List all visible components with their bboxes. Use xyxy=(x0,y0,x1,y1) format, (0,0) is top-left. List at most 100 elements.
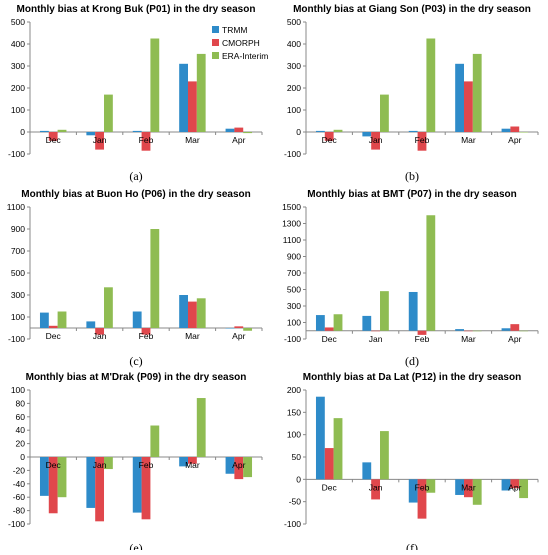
bar-cmorph-feb xyxy=(417,132,427,151)
y-tick-label: 500 xyxy=(11,17,25,27)
bar-trmm-mar xyxy=(179,295,188,328)
y-tick-label: 1100 xyxy=(7,202,26,212)
bar-trmm-apr xyxy=(501,328,511,331)
x-tick-label: Dec xyxy=(46,460,62,470)
legend-label: TRMM xyxy=(222,25,248,35)
y-tick-label: -100 xyxy=(284,334,301,344)
bar-trmm-jan xyxy=(362,132,372,137)
x-tick-label: Feb xyxy=(139,135,154,145)
legend-swatch-cmorph xyxy=(212,39,219,46)
bar-trmm-dec xyxy=(39,130,49,132)
y-tick-label: 1100 xyxy=(283,235,302,245)
bar-era-interim-feb xyxy=(150,425,160,457)
x-tick-label: Apr xyxy=(232,135,245,145)
bar-trmm-mar xyxy=(179,457,188,467)
y-tick-label: 100 xyxy=(287,105,301,115)
chart-title: Monthly bias at Buon Ho (P06) in the dry… xyxy=(21,189,250,200)
y-tick-label: 200 xyxy=(287,83,301,93)
bar-cmorph-jan xyxy=(371,479,381,500)
x-tick-label: Apr xyxy=(232,460,245,470)
y-tick-label: 100 xyxy=(287,318,301,328)
bar-trmm-jan xyxy=(86,321,96,328)
x-tick-label: Mar xyxy=(185,135,200,145)
bar-trmm-feb xyxy=(132,130,142,132)
bar-era-interim-dec xyxy=(57,129,67,132)
bar-trmm-apr xyxy=(501,479,511,491)
y-tick-label: -40 xyxy=(13,479,26,489)
x-tick-label: Feb xyxy=(415,482,430,492)
bar-era-interim-mar xyxy=(472,330,482,332)
y-tick-label: -60 xyxy=(13,492,26,502)
chart-caption: (f) xyxy=(406,541,418,550)
chart-title: Monthly bias at BMT (P07) in the dry sea… xyxy=(307,189,516,200)
x-tick-label: Feb xyxy=(139,331,154,341)
bar-trmm-feb xyxy=(132,311,142,328)
x-tick-label: Mar xyxy=(185,460,200,470)
chart-panel-3: Monthly bias at Buon Ho (P06) in the dry… xyxy=(7,189,263,368)
bar-era-interim-apr xyxy=(243,457,253,478)
bar-era-interim-apr xyxy=(519,479,529,499)
x-tick-label: Jan xyxy=(369,482,383,492)
bar-trmm-dec xyxy=(315,396,325,480)
x-tick-label: Dec xyxy=(46,135,62,145)
bar-era-interim-dec xyxy=(333,129,343,132)
chart-caption: (c) xyxy=(129,354,142,368)
bar-trmm-jan xyxy=(362,462,372,480)
bar-era-interim-jan xyxy=(104,94,113,132)
chart-panel-4: Monthly bias at BMT (P07) in the dry sea… xyxy=(282,189,539,368)
bar-cmorph-dec xyxy=(48,325,58,328)
bar-era-interim-apr xyxy=(519,330,529,332)
bar-trmm-mar xyxy=(455,63,464,132)
x-tick-label: Feb xyxy=(139,460,154,470)
bar-trmm-mar xyxy=(455,479,464,495)
x-tick-label: Apr xyxy=(508,482,521,492)
y-tick-label: -50 xyxy=(289,497,302,507)
chart-caption: (e) xyxy=(129,541,142,550)
y-tick-label: 40 xyxy=(16,425,26,435)
bar-trmm-feb xyxy=(408,291,418,331)
bar-trmm-apr xyxy=(225,457,235,474)
y-tick-label: 200 xyxy=(11,83,25,93)
bar-trmm-dec xyxy=(315,130,325,132)
y-tick-label: 60 xyxy=(16,412,26,422)
bar-era-interim-jan xyxy=(380,291,389,331)
y-tick-label: -100 xyxy=(8,149,25,159)
bar-cmorph-feb xyxy=(141,328,151,335)
bar-era-interim-apr xyxy=(243,132,253,134)
y-tick-label: 1500 xyxy=(282,202,301,212)
y-tick-label: -100 xyxy=(8,519,25,529)
y-tick-label: -80 xyxy=(13,506,26,516)
x-tick-label: Mar xyxy=(461,482,476,492)
x-tick-label: Dec xyxy=(322,482,338,492)
y-tick-label: 0 xyxy=(296,127,301,137)
bar-era-interim-feb xyxy=(426,479,436,493)
y-tick-label: 0 xyxy=(20,452,25,462)
legend-label: CMORPH xyxy=(222,38,260,48)
bar-trmm-apr xyxy=(501,128,511,132)
y-tick-label: 150 xyxy=(287,407,301,417)
chart-title: Monthly bias at M'Drak (P09) in the dry … xyxy=(26,372,247,383)
bar-cmorph-mar xyxy=(463,479,473,498)
bar-era-interim-dec xyxy=(333,314,343,331)
chart-title: Monthly bias at Krong Buk (P01) in the d… xyxy=(17,4,256,15)
y-tick-label: 400 xyxy=(287,39,301,49)
bar-era-interim-mar xyxy=(472,479,482,505)
bar-trmm-apr xyxy=(225,328,235,329)
bar-cmorph-mar xyxy=(463,330,473,332)
x-tick-label: Dec xyxy=(322,135,338,145)
x-tick-label: Jan xyxy=(93,135,107,145)
y-tick-label: 300 xyxy=(11,290,25,300)
bar-cmorph-apr xyxy=(234,326,244,328)
bar-cmorph-dec xyxy=(324,132,334,141)
y-tick-label: -100 xyxy=(8,334,25,344)
legend-label: ERA-Interim xyxy=(222,51,268,61)
y-tick-label: 100 xyxy=(11,312,25,322)
y-tick-label: 20 xyxy=(16,439,26,449)
bar-trmm-dec xyxy=(39,457,49,496)
x-tick-label: Mar xyxy=(185,331,200,341)
x-tick-label: Jan xyxy=(93,460,107,470)
bar-era-interim-jan xyxy=(104,457,113,470)
bar-era-interim-dec xyxy=(57,311,67,328)
bar-cmorph-mar xyxy=(463,81,473,132)
